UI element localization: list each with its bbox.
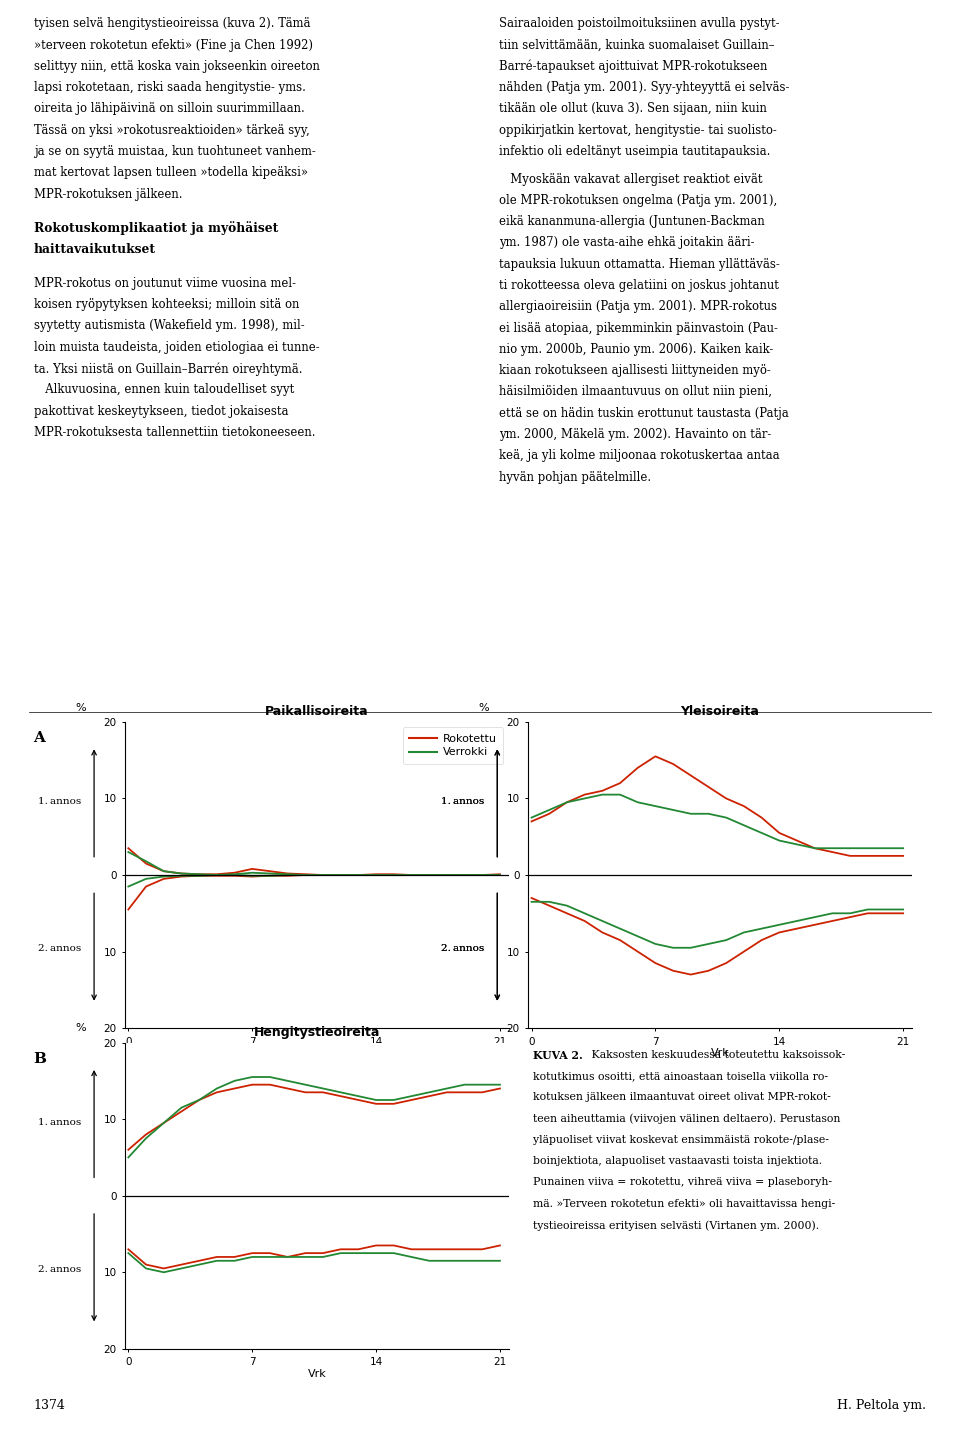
Text: 1374: 1374: [34, 1399, 65, 1412]
Text: haittavaikutukset: haittavaikutukset: [34, 243, 156, 256]
Text: A: A: [34, 731, 45, 745]
Text: nio ym. 2000b, Paunio ym. 2006). Kaiken kaik-: nio ym. 2000b, Paunio ym. 2006). Kaiken …: [499, 342, 774, 355]
Text: %: %: [75, 703, 85, 713]
X-axis label: Vrk: Vrk: [710, 1048, 730, 1058]
X-axis label: Vrk: Vrk: [307, 1369, 326, 1379]
Text: »terveen rokotetun efekti» (Fine ja Chen 1992): »terveen rokotetun efekti» (Fine ja Chen…: [34, 39, 313, 52]
Text: 2. annos: 2. annos: [441, 943, 485, 953]
Text: 1. annos: 1. annos: [37, 797, 82, 807]
Text: selittyy niin, että koska vain jokseenkin oireeton: selittyy niin, että koska vain jokseenki…: [34, 60, 320, 73]
Text: oireita jo lähipäivinä on silloin suurimmillaan.: oireita jo lähipäivinä on silloin suurim…: [34, 102, 304, 115]
Text: tiin selvittämään, kuinka suomalaiset Guillain–: tiin selvittämään, kuinka suomalaiset Gu…: [499, 39, 775, 52]
Text: B: B: [34, 1051, 47, 1066]
Title: Paikallisoireita: Paikallisoireita: [265, 705, 369, 718]
Text: Punainen viiva = rokotettu, vihreä viiva = plaseboryh-: Punainen viiva = rokotettu, vihreä viiva…: [533, 1178, 831, 1188]
Text: ym. 1987) ole vasta-aihe ehkä joitakin ääri-: ym. 1987) ole vasta-aihe ehkä joitakin ä…: [499, 236, 755, 249]
Text: tyisen selvä hengitystieoireissa (kuva 2). Tämä: tyisen selvä hengitystieoireissa (kuva 2…: [34, 17, 310, 30]
Title: Yleisoireita: Yleisoireita: [681, 705, 759, 718]
Text: oppikirjatkin kertovat, hengitystie- tai suolisto-: oppikirjatkin kertovat, hengitystie- tai…: [499, 124, 777, 137]
Text: 1. annos: 1. annos: [441, 797, 485, 807]
Text: keä, ja yli kolme miljoonaa rokotuskertaa antaa: keä, ja yli kolme miljoonaa rokotuskerta…: [499, 449, 780, 462]
Text: yläpuoliset viivat koskevat ensimmäistä rokote-/plase-: yläpuoliset viivat koskevat ensimmäistä …: [533, 1135, 828, 1145]
Text: hyvän pohjan päätelmille.: hyvän pohjan päätelmille.: [499, 470, 651, 483]
Text: MPR-rokotus on joutunut viime vuosina mel-: MPR-rokotus on joutunut viime vuosina me…: [34, 278, 296, 290]
Text: Kaksosten keskuudessa toteutettu kaksoissok-: Kaksosten keskuudessa toteutettu kaksois…: [588, 1050, 846, 1060]
Text: mat kertovat lapsen tulleen »todella kipeäksi»: mat kertovat lapsen tulleen »todella kip…: [34, 167, 307, 180]
Text: 2. annos: 2. annos: [37, 943, 82, 953]
Text: infektio oli edeltänyt useimpia tautitapauksia.: infektio oli edeltänyt useimpia tautitap…: [499, 145, 771, 158]
Text: kiaan rokotukseen ajallisesti liittyneiden myö-: kiaan rokotukseen ajallisesti liittyneid…: [499, 364, 771, 377]
Text: että se on hädin tuskin erottunut taustasta (Patja: että se on hädin tuskin erottunut tausta…: [499, 407, 789, 420]
Text: Myoskään vakavat allergiset reaktiot eivät: Myoskään vakavat allergiset reaktiot eiv…: [499, 173, 762, 186]
Text: KUVA 2.: KUVA 2.: [533, 1050, 583, 1061]
Text: ym. 2000, Mäkelä ym. 2002). Havainto on tär-: ym. 2000, Mäkelä ym. 2002). Havainto on …: [499, 429, 772, 441]
Text: Barré-tapaukset ajoittuivat MPR-rokotukseen: Barré-tapaukset ajoittuivat MPR-rokotuks…: [499, 60, 768, 73]
Text: tapauksia lukuun ottamatta. Hieman yllättäväs-: tapauksia lukuun ottamatta. Hieman yllät…: [499, 257, 780, 270]
Text: lapsi rokotetaan, riski saada hengitystie- yms.: lapsi rokotetaan, riski saada hengitysti…: [34, 81, 305, 93]
Text: %: %: [478, 703, 489, 713]
Text: boinjektiota, alapuoliset vastaavasti toista injektiota.: boinjektiota, alapuoliset vastaavasti to…: [533, 1156, 822, 1166]
Text: koisen ryöpytyksen kohteeksi; milloin sitä on: koisen ryöpytyksen kohteeksi; milloin si…: [34, 298, 299, 311]
Text: ei lisää atopiaa, pikemminkin päinvastoin (Pau-: ei lisää atopiaa, pikemminkin päinvastoi…: [499, 322, 778, 335]
Text: syytetty autismista (Wakefield ym. 1998), mil-: syytetty autismista (Wakefield ym. 1998)…: [34, 319, 304, 332]
Text: tystieoireissa erityisen selvästi (Virtanen ym. 2000).: tystieoireissa erityisen selvästi (Virta…: [533, 1219, 819, 1231]
Text: tikään ole ollut (kuva 3). Sen sijaan, niin kuin: tikään ole ollut (kuva 3). Sen sijaan, n…: [499, 102, 767, 115]
Title: Hengitystieoireita: Hengitystieoireita: [253, 1025, 380, 1038]
Text: Rokotuskomplikaatiot ja myöhäiset: Rokotuskomplikaatiot ja myöhäiset: [34, 221, 278, 236]
Text: 2. annos: 2. annos: [441, 943, 485, 953]
Text: %: %: [75, 1024, 85, 1034]
Text: 1. annos: 1. annos: [441, 797, 485, 807]
X-axis label: Vrk: Vrk: [307, 1048, 326, 1058]
Text: häisilmiöiden ilmaantuvuus on ollut niin pieni,: häisilmiöiden ilmaantuvuus on ollut niin…: [499, 385, 772, 398]
Text: kotuksen jälkeen ilmaantuvat oireet olivat MPR-rokot-: kotuksen jälkeen ilmaantuvat oireet oliv…: [533, 1093, 830, 1103]
Text: kotutkimus osoitti, että ainoastaan toisella viikolla ro-: kotutkimus osoitti, että ainoastaan tois…: [533, 1071, 828, 1081]
Text: 1. annos: 1. annos: [37, 1117, 82, 1127]
Text: loin muista taudeista, joiden etiologiaa ei tunne-: loin muista taudeista, joiden etiologiaa…: [34, 341, 320, 354]
Text: allergiaoireisiin (Patja ym. 2001). MPR-rokotus: allergiaoireisiin (Patja ym. 2001). MPR-…: [499, 301, 778, 313]
Text: MPR-rokotuksesta tallennettiin tietokoneeseen.: MPR-rokotuksesta tallennettiin tietokone…: [34, 426, 315, 439]
Text: 2. annos: 2. annos: [37, 1264, 82, 1274]
Text: mä. »Terveen rokotetun efekti» oli havaittavissa hengi-: mä. »Terveen rokotetun efekti» oli havai…: [533, 1199, 835, 1209]
Text: MPR-rokotuksen jälkeen.: MPR-rokotuksen jälkeen.: [34, 187, 182, 200]
Text: nähden (Patja ym. 2001). Syy-yhteyyttä ei selväs-: nähden (Patja ym. 2001). Syy-yhteyyttä e…: [499, 81, 789, 93]
Text: eikä kananmuna-allergia (Juntunen-Backman: eikä kananmuna-allergia (Juntunen-Backma…: [499, 216, 765, 229]
Text: Alkuvuosina, ennen kuin taloudelliset syyt: Alkuvuosina, ennen kuin taloudelliset sy…: [34, 384, 294, 397]
Legend: Rokotettu, Verrokki: Rokotettu, Verrokki: [402, 728, 503, 764]
Text: ti rokotteessa oleva gelatiini on joskus johtanut: ti rokotteessa oleva gelatiini on joskus…: [499, 279, 780, 292]
Text: ole MPR-rokotuksen ongelma (Patja ym. 2001),: ole MPR-rokotuksen ongelma (Patja ym. 20…: [499, 194, 778, 207]
Text: ja se on syytä muistaa, kun tuohtuneet vanhem-: ja se on syytä muistaa, kun tuohtuneet v…: [34, 145, 315, 158]
Text: H. Peltola ym.: H. Peltola ym.: [837, 1399, 926, 1412]
Text: teen aiheuttamia (viivojen välinen deltaero). Perustason: teen aiheuttamia (viivojen välinen delta…: [533, 1113, 840, 1125]
Text: Sairaaloiden poistoilmoituksiinen avulla pystyt-: Sairaaloiden poistoilmoituksiinen avulla…: [499, 17, 780, 30]
Text: ta. Yksi niistä on Guillain–Barrén oireyhtymä.: ta. Yksi niistä on Guillain–Barrén oirey…: [34, 362, 302, 375]
Text: pakottivat keskeytykseen, tiedot jokaisesta: pakottivat keskeytykseen, tiedot jokaise…: [34, 404, 288, 417]
Text: Tässä on yksi »rokotusreaktioiden» tärkeä syy,: Tässä on yksi »rokotusreaktioiden» tärke…: [34, 124, 309, 137]
